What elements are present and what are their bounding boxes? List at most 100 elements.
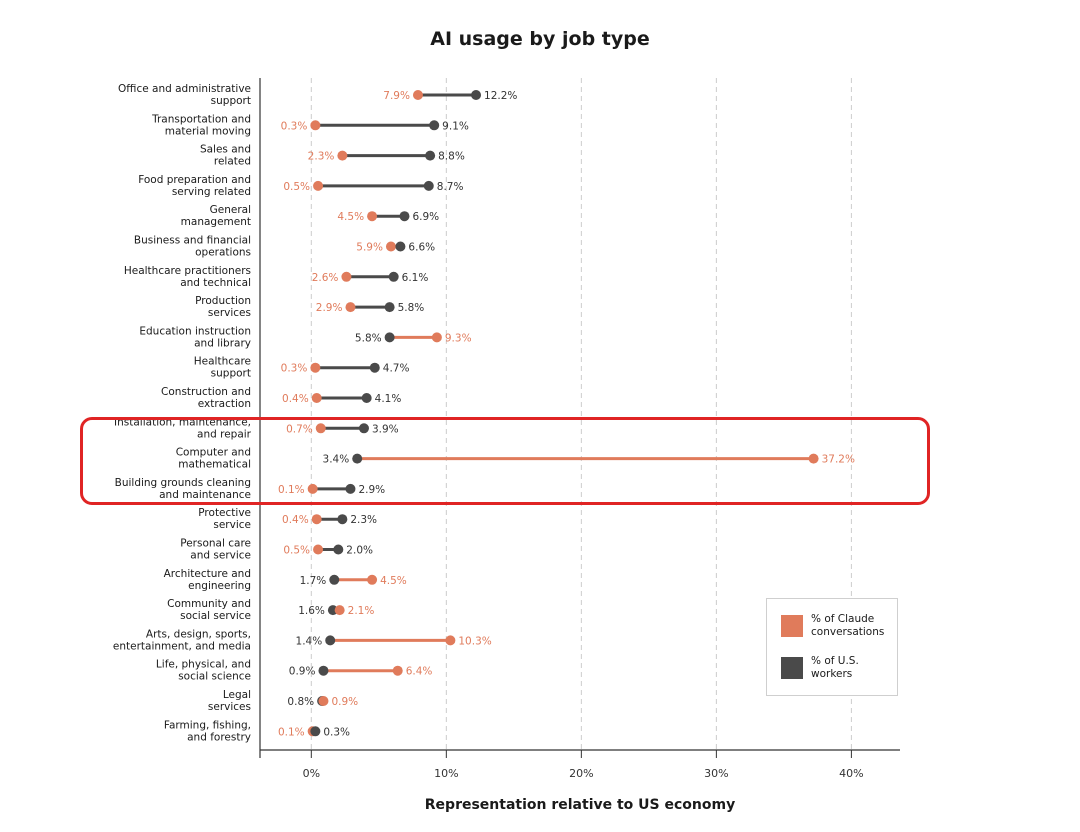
claude-point bbox=[310, 362, 321, 373]
workers-value-label: 2.0% bbox=[346, 545, 373, 557]
workers-value-label: 8.7% bbox=[437, 181, 464, 193]
legend-label-claude: % of Claude conversations bbox=[811, 613, 885, 638]
workers-value-label: 8.8% bbox=[438, 151, 465, 163]
claude-value-label: 2.6% bbox=[312, 272, 339, 284]
workers-point bbox=[325, 635, 336, 646]
workers-point bbox=[471, 90, 482, 100]
claude-value-label: 37.2% bbox=[822, 454, 855, 466]
category-labels: Office and administrative support Transpor… bbox=[113, 83, 252, 743]
category-label: Legal services bbox=[208, 689, 251, 713]
claude-point bbox=[412, 90, 423, 100]
axes: 0% 10% 20% 30% 40% bbox=[259, 78, 900, 780]
category-label: Building grounds cleaning and maintenance bbox=[115, 477, 251, 501]
legend-item-workers: % of U.S. workers bbox=[781, 655, 895, 681]
workers-point bbox=[399, 211, 410, 222]
claude-value-label: 0.4% bbox=[282, 393, 309, 405]
claude-value-label: 9.3% bbox=[445, 332, 472, 344]
workers-value-label: 4.7% bbox=[383, 363, 410, 375]
category-label: Farming, fishing, and forestry bbox=[164, 719, 251, 743]
legend-item-claude: % of Claude conversations bbox=[781, 613, 895, 639]
category-label: Arts, design, sports, entertainment, and … bbox=[113, 628, 251, 652]
category-label: Life, physical, and social science bbox=[156, 659, 251, 683]
category-label: Food preparation and serving related bbox=[138, 174, 251, 198]
data-marks: 7.9% 12.2% 0.3% 9.1% 2.3% 8.8% 0.5% 8.7% 4.5% 6.9… bbox=[278, 90, 855, 738]
workers-point bbox=[384, 332, 395, 343]
claude-point bbox=[334, 605, 345, 616]
workers-value-label: 12.2% bbox=[484, 90, 517, 102]
x-tick-label: 40% bbox=[839, 767, 863, 780]
category-label: Community and social service bbox=[167, 598, 251, 622]
workers-point bbox=[329, 574, 340, 585]
workers-value-label: 5.8% bbox=[355, 332, 382, 344]
workers-value-label: 5.8% bbox=[398, 302, 425, 314]
claude-value-label: 0.5% bbox=[283, 181, 310, 193]
x-tick-label: 20% bbox=[569, 767, 593, 780]
x-tick-label: 10% bbox=[434, 767, 458, 780]
claude-point bbox=[318, 696, 329, 706]
category-label: Construction and extraction bbox=[161, 386, 251, 410]
workers-point bbox=[423, 180, 434, 191]
claude-value-label: 5.9% bbox=[356, 242, 383, 254]
workers-value-label: 1.4% bbox=[296, 635, 323, 647]
claude-point bbox=[385, 241, 396, 252]
claude-point bbox=[307, 483, 318, 494]
workers-value-label: 2.3% bbox=[350, 514, 377, 526]
workers-point bbox=[425, 150, 436, 161]
workers-value-label: 3.9% bbox=[372, 423, 399, 435]
category-label: Sales and related bbox=[200, 144, 251, 168]
workers-point bbox=[318, 665, 329, 676]
workers-value-label: 6.6% bbox=[408, 242, 435, 254]
claude-point bbox=[445, 635, 456, 646]
claude-point bbox=[392, 665, 403, 676]
claude-value-label: 7.9% bbox=[383, 90, 410, 102]
claude-value-label: 2.3% bbox=[308, 151, 335, 163]
workers-point bbox=[429, 120, 440, 131]
workers-value-label: 4.1% bbox=[375, 393, 402, 405]
workers-value-label: 2.9% bbox=[358, 484, 385, 496]
category-label: Education instruction and library bbox=[139, 325, 251, 349]
claude-point bbox=[313, 180, 324, 191]
claude-point bbox=[313, 544, 324, 555]
claude-point bbox=[431, 332, 442, 343]
legend: % of Claude conversations % of U.S. work… bbox=[766, 598, 898, 696]
workers-value-label: 1.6% bbox=[298, 605, 325, 617]
workers-point bbox=[310, 726, 321, 737]
chart-title: AI usage by job type bbox=[430, 28, 650, 50]
workers-point bbox=[395, 241, 406, 252]
workers-point bbox=[345, 483, 356, 494]
category-label: Personal care and service bbox=[180, 538, 251, 562]
claude-value-label: 0.4% bbox=[282, 514, 309, 526]
x-tick-label: 30% bbox=[704, 767, 728, 780]
workers-value-label: 0.9% bbox=[289, 666, 316, 678]
category-label: General management bbox=[181, 204, 251, 228]
workers-point bbox=[384, 302, 395, 313]
category-label: Business and financial operations bbox=[134, 235, 251, 259]
workers-value-label: 6.1% bbox=[402, 272, 429, 284]
category-label: Protective service bbox=[198, 507, 251, 531]
workers-point bbox=[361, 393, 372, 403]
claude-value-label: 2.1% bbox=[348, 605, 375, 617]
workers-value-label: 0.3% bbox=[323, 726, 350, 738]
claude-point bbox=[337, 150, 348, 161]
claude-value-label: 10.3% bbox=[458, 635, 491, 647]
claude-point bbox=[310, 120, 321, 131]
category-label: Installation, maintenance, and repair bbox=[114, 416, 252, 440]
claude-point bbox=[367, 574, 378, 585]
category-label: Healthcare support bbox=[194, 356, 251, 380]
category-label: Healthcare practitioners and technical bbox=[124, 265, 251, 289]
claude-point bbox=[367, 211, 378, 222]
workers-value-label: 9.1% bbox=[442, 120, 469, 132]
workers-point bbox=[388, 271, 399, 282]
claude-value-label: 0.5% bbox=[283, 545, 310, 557]
claude-value-label: 0.3% bbox=[281, 120, 308, 132]
legend-swatch-claude bbox=[781, 615, 803, 637]
claude-point bbox=[315, 423, 326, 434]
category-label: Production services bbox=[195, 295, 251, 319]
workers-point bbox=[358, 423, 369, 434]
claude-value-label: 0.1% bbox=[278, 726, 305, 738]
claude-value-label: 0.9% bbox=[331, 696, 358, 708]
workers-value-label: 3.4% bbox=[323, 454, 350, 466]
claude-value-label: 2.9% bbox=[316, 302, 343, 314]
category-label: Computer and mathematical bbox=[176, 447, 251, 471]
